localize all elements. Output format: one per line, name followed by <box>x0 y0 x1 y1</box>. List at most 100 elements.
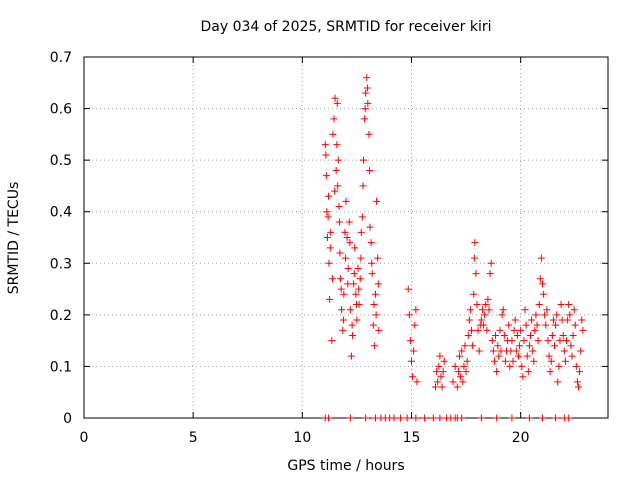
data-point <box>404 285 412 293</box>
data-point <box>521 306 529 314</box>
data-point <box>487 259 495 267</box>
data-point <box>327 228 335 236</box>
data-point <box>522 321 530 329</box>
data-point <box>451 362 459 370</box>
data-point <box>462 368 470 376</box>
x-tick-label: 0 <box>80 430 89 446</box>
data-point <box>408 357 415 365</box>
data-point <box>406 337 414 345</box>
data-point <box>484 295 492 303</box>
data-point <box>333 99 341 107</box>
data-point <box>565 301 573 309</box>
data-point <box>371 290 379 298</box>
data-point <box>489 347 497 355</box>
data-point <box>340 290 348 298</box>
data-point <box>519 373 527 381</box>
data-points <box>321 74 587 422</box>
data-point <box>439 368 447 376</box>
data-point <box>533 321 541 329</box>
data-point <box>350 280 358 288</box>
data-point <box>339 326 347 334</box>
data-point <box>573 378 581 386</box>
data-point <box>510 326 518 334</box>
data-point <box>326 244 334 252</box>
data-point <box>508 337 516 345</box>
data-point <box>478 306 486 314</box>
data-point <box>572 362 580 370</box>
data-point <box>551 342 559 350</box>
data-point <box>456 352 464 360</box>
data-point <box>541 311 549 319</box>
data-point <box>516 342 524 350</box>
data-point <box>464 331 472 339</box>
data-point <box>525 414 533 422</box>
data-point <box>505 321 513 329</box>
data-point <box>534 337 542 345</box>
data-point <box>421 414 429 422</box>
data-point <box>325 414 333 422</box>
data-point <box>323 234 331 241</box>
data-point <box>458 347 466 355</box>
data-point <box>436 414 444 422</box>
data-point <box>350 270 358 278</box>
y-tick-label: 0.7 <box>50 50 72 66</box>
data-point <box>438 383 446 391</box>
data-point <box>544 337 552 345</box>
data-point <box>548 331 556 339</box>
data-point <box>471 239 479 247</box>
data-point <box>509 357 517 365</box>
data-point <box>368 270 376 278</box>
data-point <box>357 254 365 262</box>
data-point <box>523 352 531 360</box>
data-point <box>411 321 419 329</box>
data-point <box>549 316 557 324</box>
y-tick-label: 0 <box>63 411 72 427</box>
x-axis-label: GPS time / hours <box>287 458 404 474</box>
data-point <box>344 264 352 272</box>
data-point <box>570 306 578 314</box>
y-axis-label: SRMTID / TECUs <box>6 182 22 295</box>
data-point <box>547 357 555 365</box>
data-point <box>344 280 352 288</box>
data-point <box>366 166 374 174</box>
x-tick-labels: 0 5 10 15 20 <box>80 430 530 446</box>
data-point <box>341 228 349 236</box>
data-point <box>366 223 374 231</box>
x-tick-label: 15 <box>403 430 421 446</box>
data-point <box>542 321 550 329</box>
y-tick-label: 0.3 <box>50 256 72 272</box>
data-point <box>578 316 586 324</box>
data-point <box>501 357 509 365</box>
data-point <box>557 301 565 309</box>
data-point <box>335 203 343 211</box>
data-point <box>346 306 354 314</box>
data-point <box>565 414 573 422</box>
data-point <box>555 362 563 370</box>
data-point <box>429 414 437 422</box>
data-point <box>461 342 469 350</box>
data-point <box>500 331 508 339</box>
data-point <box>495 352 503 360</box>
data-point <box>579 326 587 334</box>
data-point <box>322 172 330 180</box>
data-point <box>336 249 344 257</box>
data-point <box>508 414 516 422</box>
data-point <box>506 362 514 370</box>
data-point <box>330 115 338 123</box>
data-point <box>482 301 490 309</box>
data-point <box>369 321 377 329</box>
data-point <box>459 378 467 386</box>
data-point <box>329 130 337 138</box>
chart-title: Day 034 of 2025, SRMTID for receiver kir… <box>200 19 491 35</box>
data-point <box>364 99 372 107</box>
data-point <box>530 357 538 365</box>
data-point <box>367 239 375 247</box>
data-point <box>353 316 361 324</box>
data-point <box>342 254 350 262</box>
data-point <box>328 275 336 283</box>
data-point <box>528 316 536 324</box>
data-point <box>498 311 506 319</box>
data-point <box>567 342 575 350</box>
data-point <box>354 264 362 272</box>
